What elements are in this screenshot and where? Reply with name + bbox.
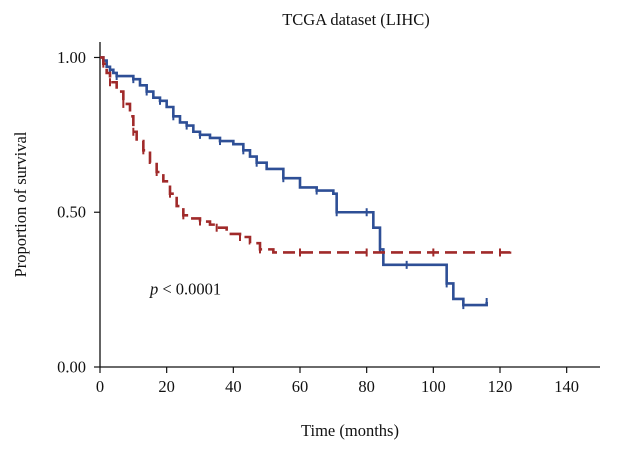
x-tick-label: 40: [225, 377, 242, 396]
axes: [99, 42, 600, 368]
y-tick-label: 0.00: [57, 358, 86, 377]
x-tick-label: 60: [292, 377, 309, 396]
x-tick-label: 100: [421, 377, 446, 396]
x-tick-label: 140: [554, 377, 579, 396]
x-axis-label: Time (months): [301, 421, 399, 440]
y-tick-label: 0.50: [57, 203, 86, 222]
chart-title: TCGA dataset (LIHC): [282, 10, 430, 29]
series-layer: [100, 56, 512, 310]
x-tick-label: 0: [96, 377, 104, 396]
p-value-annotation: p < 0.0001: [149, 280, 221, 299]
survival-curve-2: [100, 56, 512, 254]
p-value-symbol: p: [149, 280, 158, 299]
x-tick-label: 20: [158, 377, 175, 396]
x-ticks: 0 20 40 60 80 100 120 140: [96, 367, 579, 396]
x-tick-label: 120: [488, 377, 513, 396]
survival-curve-1: [100, 56, 488, 307]
y-axis-label: Proportion of survival: [11, 131, 30, 277]
p-value-text: < 0.0001: [158, 280, 221, 299]
y-tick-label: 1.00: [57, 48, 86, 67]
y-ticks: 0.00 0.50 1.00: [57, 48, 100, 377]
x-tick-label: 80: [358, 377, 375, 396]
